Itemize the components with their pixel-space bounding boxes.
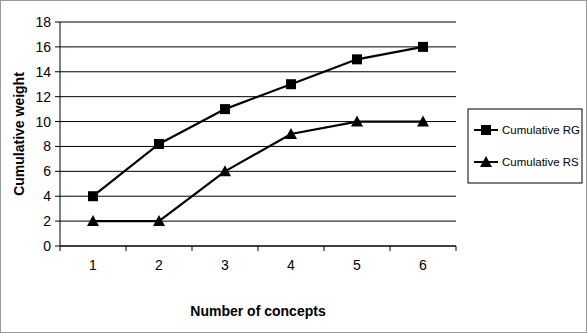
data-point: [351, 116, 363, 127]
y-tick: [55, 146, 60, 147]
y-tick: [55, 22, 60, 23]
y-tick-label: 16: [35, 39, 51, 55]
legend-label: Cumulative RS: [502, 156, 579, 168]
y-tick-label: 18: [35, 14, 51, 30]
x-tick-label: 4: [287, 257, 295, 273]
data-point: [286, 79, 296, 89]
x-tick-label: 6: [419, 257, 427, 273]
grid-line: [60, 46, 456, 47]
y-tick-label: 14: [35, 64, 51, 80]
y-axis: [60, 22, 61, 246]
data-point: [88, 191, 98, 201]
data-point: [153, 215, 165, 226]
x-tick: [456, 246, 457, 251]
data-point: [219, 165, 231, 176]
legend-marker: [480, 156, 492, 167]
legend-label: Cumulative RG: [502, 124, 580, 136]
y-axis-title: Cumulative weight: [11, 72, 27, 196]
data-point: [418, 42, 428, 52]
y-tick: [55, 71, 60, 72]
grid-line: [60, 22, 456, 23]
y-tick: [55, 46, 60, 47]
data-point: [285, 128, 297, 139]
data-point: [87, 215, 99, 226]
y-tick: [55, 196, 60, 197]
legend-marker: [481, 125, 491, 135]
chart: 024681012141618123456Number of conceptsC…: [0, 0, 587, 333]
y-tick-label: 6: [43, 163, 51, 179]
data-point: [154, 139, 164, 149]
y-tick-label: 4: [43, 188, 51, 204]
x-tick: [126, 246, 127, 251]
x-tick-label: 3: [221, 257, 229, 273]
data-point: [417, 116, 429, 127]
grid-line: [60, 171, 456, 172]
y-tick-label: 0: [43, 238, 51, 254]
y-tick: [55, 121, 60, 122]
x-tick-label: 1: [89, 257, 97, 273]
x-tick-label: 2: [155, 257, 163, 273]
x-tick: [60, 246, 61, 251]
grid-line: [60, 146, 456, 147]
y-tick: [55, 246, 60, 247]
legend-box: [468, 109, 582, 183]
y-tick-label: 10: [35, 114, 51, 130]
x-tick: [390, 246, 391, 251]
plot-area: [87, 42, 429, 226]
x-tick: [258, 246, 259, 251]
x-tick: [324, 246, 325, 251]
y-tick-label: 2: [43, 213, 51, 229]
chart-border: [1, 1, 587, 333]
x-axis-title: Number of concepts: [190, 303, 326, 319]
grid-line: [60, 71, 456, 72]
grid-line: [60, 196, 456, 197]
data-point: [220, 104, 230, 114]
y-tick: [55, 171, 60, 172]
series-line: [93, 122, 423, 222]
x-tick-label: 5: [353, 257, 361, 273]
y-tick: [55, 96, 60, 97]
legend: Cumulative RG Cumulative RS: [468, 109, 582, 183]
y-tick-label: 12: [35, 89, 51, 105]
y-tick: [55, 221, 60, 222]
x-tick: [192, 246, 193, 251]
data-point: [352, 54, 362, 64]
y-tick-label: 8: [43, 138, 51, 154]
